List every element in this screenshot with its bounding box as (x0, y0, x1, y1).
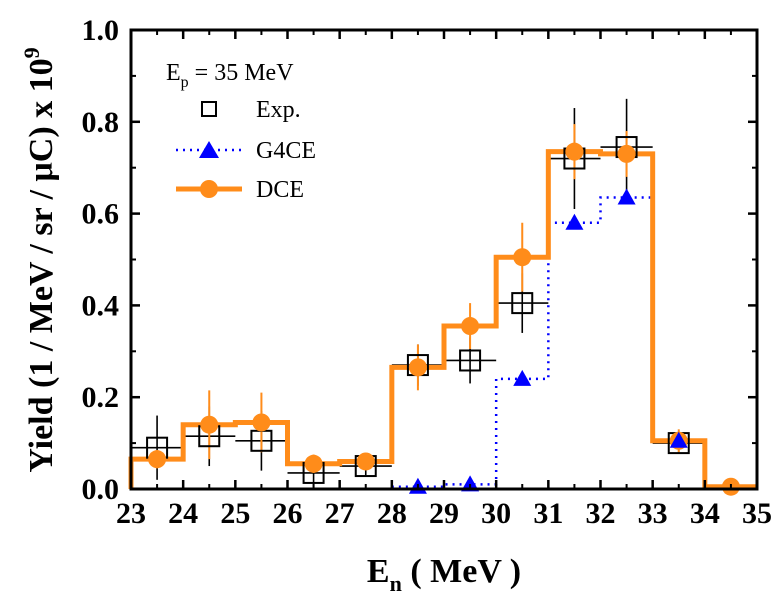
dce-marker (357, 452, 375, 470)
x-tick-label: 34 (690, 497, 720, 530)
x-tick-label: 30 (481, 497, 511, 530)
plot-frame (131, 30, 757, 489)
dce-step-line (131, 152, 757, 489)
y-tick-label: 0.2 (82, 381, 120, 414)
x-tick-label: 23 (116, 497, 146, 530)
g4ce-marker (565, 214, 583, 230)
y-tick-label: 0.0 (82, 473, 120, 506)
dce-marker (252, 413, 270, 431)
legend-g4ce-marker (199, 141, 219, 158)
x-tick-label: 24 (168, 497, 198, 530)
x-tick-label: 25 (220, 497, 250, 530)
dce-marker (461, 317, 479, 335)
dce-marker (200, 416, 218, 434)
legend-g4ce-label: G4CE (256, 138, 316, 164)
x-tick-label: 32 (586, 497, 616, 530)
x-tick-label: 31 (533, 497, 563, 530)
y-tick-label: 1.0 (82, 14, 120, 47)
dce-marker (618, 145, 636, 163)
dce-marker (305, 455, 323, 473)
dce-marker (409, 358, 427, 376)
y-tick-label: 0.6 (82, 198, 120, 231)
dce-marker (148, 450, 166, 468)
x-tick-label: 27 (325, 497, 355, 530)
plot-area (131, 99, 757, 496)
x-tick-label: 33 (638, 497, 668, 530)
legend-dce-label: DCE (256, 177, 304, 203)
x-tick-label: 28 (377, 497, 407, 530)
legend-exp-label: Exp. (256, 97, 301, 123)
legend-exp-marker (202, 102, 216, 116)
x-tick-label: 35 (742, 497, 772, 530)
x-tick-label: 29 (429, 497, 459, 530)
x-tick-label: 26 (273, 497, 303, 530)
y-tick-label: 0.4 (82, 289, 120, 322)
dce-marker (565, 143, 583, 161)
y-tick-label: 0.8 (82, 106, 120, 139)
energy-annotation: Ep = 35 MeV (166, 60, 294, 91)
g4ce-marker (618, 189, 636, 205)
dce-marker (513, 248, 531, 266)
x-axis-title: En ( MeV ) (367, 553, 521, 593)
y-axis-title: Yield (1 / MeV / sr / μC) x 109 (19, 47, 60, 472)
legend: Ep = 35 MeV Exp. G4CE DCE (166, 60, 316, 203)
legend-dce-marker (200, 180, 218, 198)
